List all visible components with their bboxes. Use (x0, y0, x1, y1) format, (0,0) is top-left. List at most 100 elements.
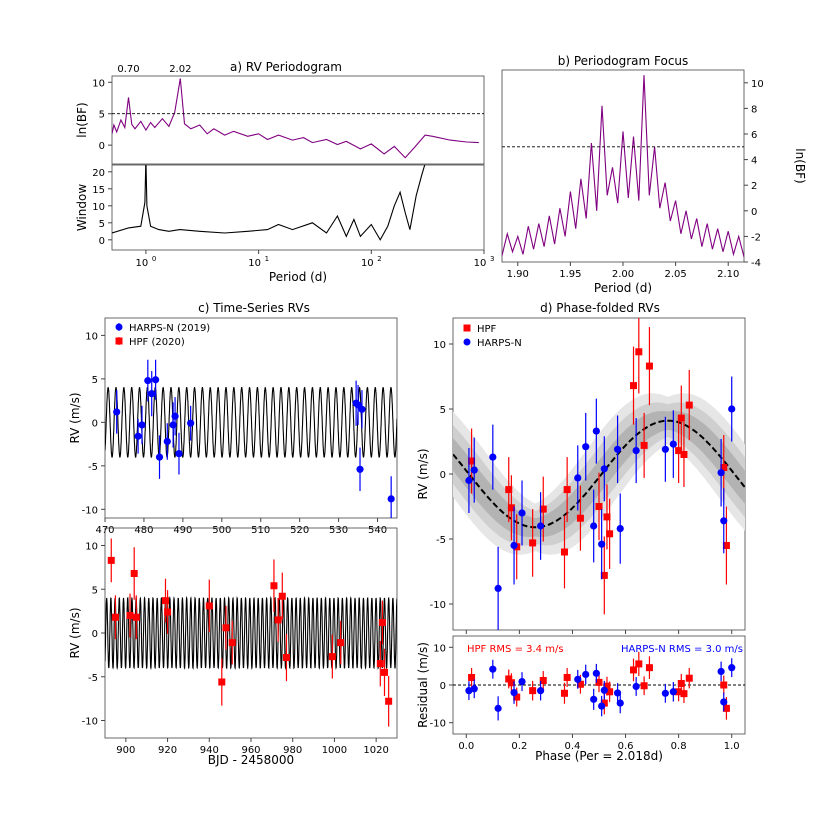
hpf-residual-point (529, 687, 537, 695)
x-tick-exponent: 2 (377, 255, 381, 263)
harps-residual-point (537, 687, 545, 695)
x-tick-label: 0.6 (618, 741, 634, 752)
legend-hpf-label: HPF (477, 324, 497, 335)
peak-label: 0.70 (117, 64, 139, 75)
harps-point (358, 405, 366, 413)
hpf-residual-point (563, 673, 571, 681)
harps-phase-point (661, 445, 669, 453)
harps-residual-point (632, 682, 640, 691)
hpf-phase-point (539, 505, 547, 513)
c-top-model-curve (105, 386, 397, 459)
x-tick-label: 0.4 (565, 741, 581, 752)
hpf-phase-point (675, 447, 683, 455)
hpf-phase-point (606, 530, 614, 538)
y-tick-label: 10 (433, 643, 446, 654)
hpf-phase-point (468, 457, 476, 465)
hpf-point (161, 597, 169, 605)
hpf-point (278, 592, 286, 600)
x-tick-label: 10 (474, 258, 487, 269)
y-tick-label: 10 (433, 340, 446, 351)
hpf-residual-point (507, 679, 515, 687)
hpf-point (228, 639, 236, 647)
panel-d-title: d) Phase-folded RVs (540, 301, 660, 315)
c-bottom-y-label: RV (m/s) (68, 607, 82, 658)
x-tick-label: 520 (290, 525, 309, 536)
hpf-residual-point (560, 689, 568, 697)
y-tick-label: -10 (430, 600, 446, 611)
hpf-residual-point (576, 680, 584, 688)
y-tick-label: 4 (751, 156, 757, 167)
d-x-label: Phase (Per = 2.018d) (535, 749, 663, 763)
hpf-phase-point (563, 486, 571, 494)
hpf-residual-point (468, 673, 476, 681)
hpf-residual-point (645, 664, 653, 672)
hpf-phase-point (722, 542, 730, 549)
x-tick-label: 10 (136, 258, 149, 269)
hpf-point (205, 602, 213, 610)
hpf-point (270, 582, 278, 590)
legend-harps-marker (115, 323, 123, 331)
y-tick-label: 5 (99, 110, 105, 121)
hpf-point (218, 678, 226, 686)
hpf-phase-point (635, 348, 643, 356)
harps-phase-point (616, 525, 624, 533)
legend-harps-label: HARPS-N (477, 338, 522, 349)
hpf-residual-point (630, 666, 638, 674)
hpf-residual-point (685, 674, 693, 682)
y-tick-label: 10 (92, 202, 105, 213)
y-tick-label: 5 (92, 375, 98, 386)
harps-residual-point (728, 664, 736, 672)
hpf-phase-point (680, 451, 688, 458)
harps-residual-point (600, 686, 608, 694)
x-tick-label: 0.0 (458, 741, 474, 752)
hpf-phase-point (600, 571, 608, 579)
harps-phase-point (592, 427, 600, 435)
b-y-label: ln(BF) (793, 148, 807, 183)
hpf-phase-point (505, 486, 513, 494)
harps-phase-point (470, 466, 478, 474)
y-tick-label: -4 (751, 258, 761, 269)
hpf-residual-point (595, 678, 603, 686)
y-tick-label: 5 (99, 219, 105, 230)
c-top-plot-area (105, 359, 397, 518)
harps-point (148, 390, 156, 398)
x-tick-label: 2.10 (717, 269, 739, 280)
harps-residual-point (613, 689, 622, 697)
x-tick-label: 510 (251, 525, 270, 536)
harps-point (113, 408, 121, 416)
x-tick-label: 10 (248, 258, 261, 269)
harps-point (387, 495, 395, 503)
c-bottom-model-curve (105, 595, 397, 671)
x-tick-exponent: 3 (490, 255, 494, 263)
hpf-residual-point (513, 693, 521, 701)
x-tick-label: 1000 (322, 745, 347, 756)
legend-hpf-marker (463, 324, 471, 332)
x-tick-label: 940 (200, 745, 219, 756)
hpf-point (126, 612, 134, 619)
harps-phase-point (518, 509, 526, 517)
x-tick-label: 500 (212, 525, 231, 536)
hpf-phase-point (720, 464, 728, 471)
y-tick-label: -5 (88, 673, 98, 684)
hpf-point (132, 613, 140, 621)
hpf-point (111, 613, 119, 621)
harps-phase-point (489, 453, 497, 461)
y-tick-label: -10 (82, 717, 98, 728)
harps-point (187, 419, 195, 427)
x-tick-label: 0.8 (671, 741, 687, 752)
harps-point (152, 376, 160, 384)
harps-point (138, 421, 146, 429)
a-bottom-plot-area (112, 165, 426, 241)
harps-residual-point (510, 688, 518, 697)
x-tick-label: 480 (134, 525, 153, 536)
harps-residual-point (582, 670, 590, 679)
x-tick-label: 1.95 (559, 269, 581, 280)
y-tick-label: 10 (92, 78, 105, 89)
x-tick-exponent: 0 (152, 255, 156, 263)
hpf-residual-point (505, 675, 513, 683)
hpf-phase-point (645, 362, 653, 370)
a-bottom-frame (111, 164, 485, 251)
hpf-point (328, 653, 336, 661)
y-tick-label: 0 (99, 236, 105, 247)
hpf-point (107, 556, 115, 564)
